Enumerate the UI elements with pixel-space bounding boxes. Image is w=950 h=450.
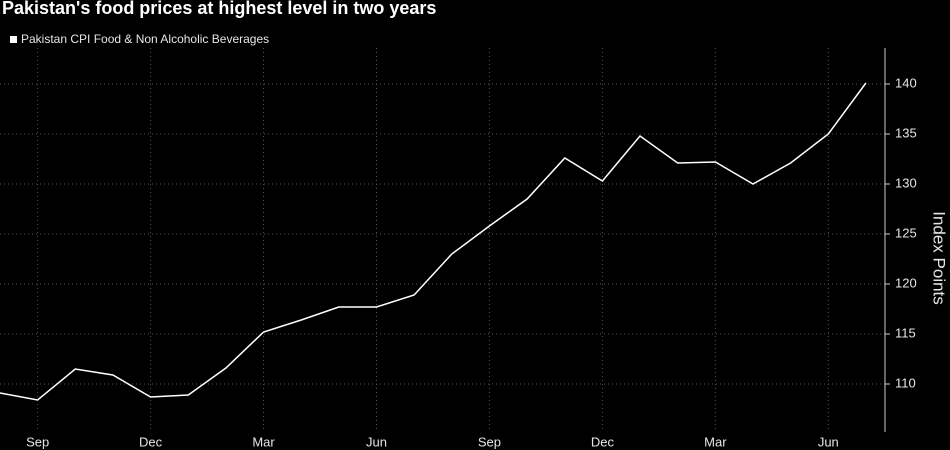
x-tick-label: Jun [366, 434, 387, 449]
chart-title: Pakistan's food prices at highest level … [2, 0, 436, 18]
y-tick-label: 110 [895, 375, 916, 390]
x-tick-label: Mar [704, 434, 727, 449]
x-tick-label: Jun [818, 434, 839, 449]
y-tick-label: 135 [895, 125, 917, 140]
x-tick-label: Sep [26, 434, 49, 449]
legend-swatch [10, 36, 17, 43]
series-line [0, 82, 867, 401]
y-tick-label: 140 [895, 75, 917, 90]
legend-label: Pakistan CPI Food & Non Alcoholic Bevera… [21, 32, 269, 46]
x-tick-label: Dec [591, 434, 615, 449]
y-tick-label: 115 [895, 325, 916, 340]
y-tick-label: 125 [895, 225, 917, 240]
y-tick-label: 130 [895, 175, 917, 190]
y-axis-label: Index Points [930, 211, 949, 305]
x-tick-label: Mar [252, 434, 275, 449]
y-tick-label: 120 [895, 275, 917, 290]
x-tick-label: Dec [139, 434, 163, 449]
x-tick-label: Sep [478, 434, 501, 449]
